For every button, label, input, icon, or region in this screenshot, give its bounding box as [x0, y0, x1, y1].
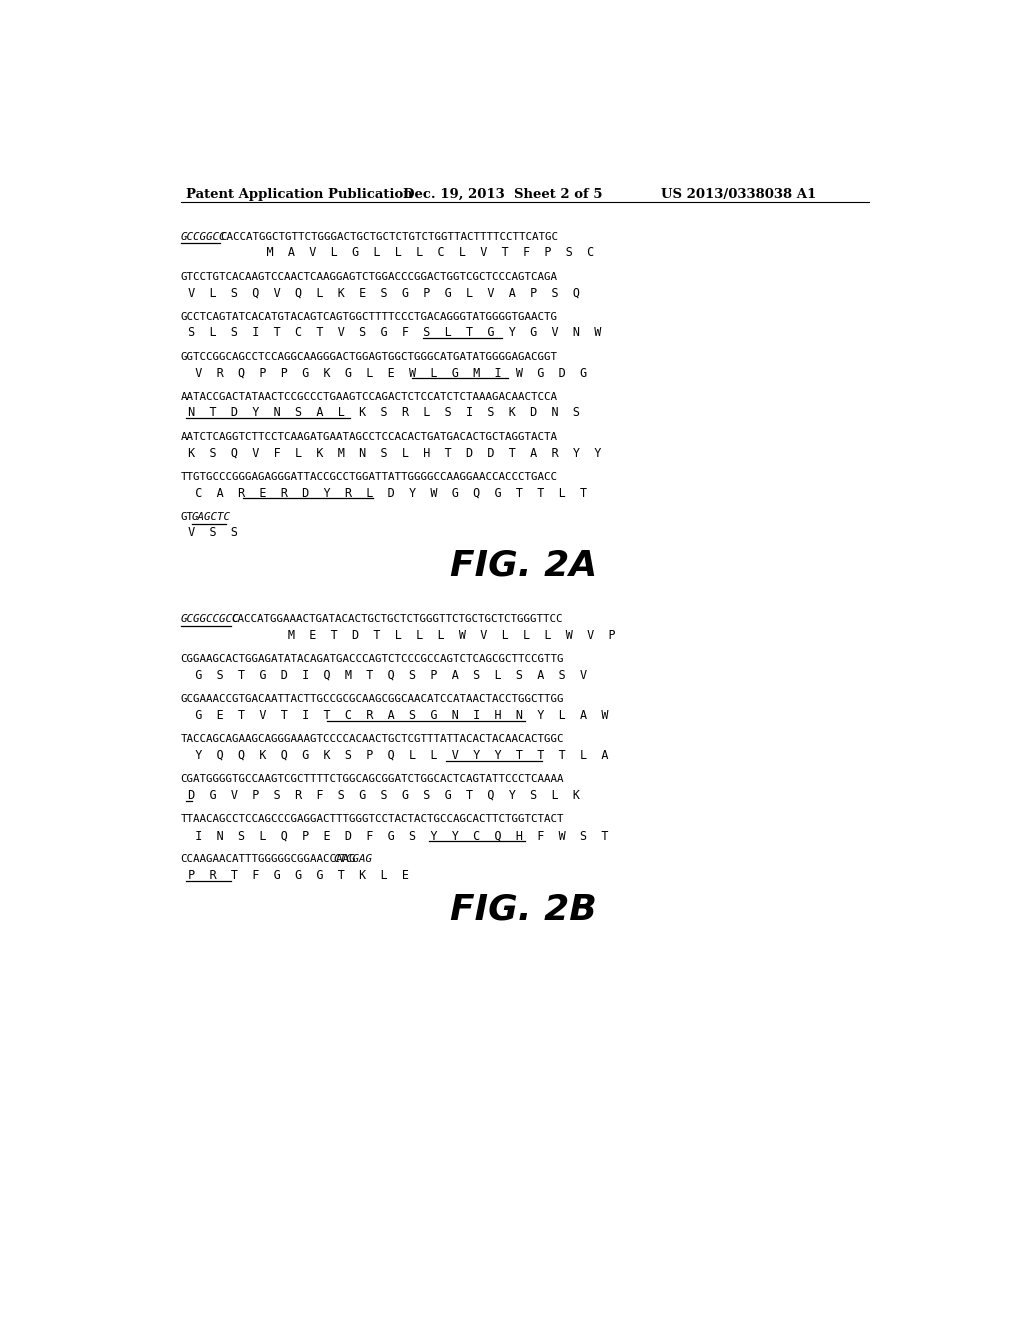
Text: N  T  D  Y  N  S  A  L  K  S  R  L  S  I  S  K  D  N  S: N T D Y N S A L K S R L S I S K D N S	[180, 407, 580, 420]
Text: GGTCCGGCAGCCTCCAGGCAAGGGACTGGAGTGGCTGGGCATGATATGGGGAGACGGT: GGTCCGGCAGCCTCCAGGCAAGGGACTGGAGTGGCTGGGC…	[180, 351, 558, 362]
Text: D  G  V  P  S  R  F  S  G  S  G  S  G  T  Q  Y  S  L  K: D G V P S R F S G S G S G T Q Y S L K	[180, 789, 580, 803]
Text: Y  Q  Q  K  Q  G  K  S  P  Q  L  L  V  Y  Y  T  T  T  L  A: Y Q Q K Q G K S P Q L L V Y Y T T T L A	[180, 748, 608, 762]
Text: CACCATGGAAACTGATACACTGCTGCTCTGGGTTCTGCTGCTCTGGGTTCC: CACCATGGAAACTGATACACTGCTGCTCTGGGTTCTGCTG…	[231, 614, 563, 624]
Text: C  A  R  E  R  D  Y  R  L  D  Y  W  G  Q  G  T  T  L  T: C A R E R D Y R L D Y W G Q G T T L T	[180, 487, 587, 499]
Text: Dec. 19, 2013  Sheet 2 of 5: Dec. 19, 2013 Sheet 2 of 5	[403, 187, 603, 201]
Text: TACCAGCAGAAGCAGGGAAAGTCCCCACAACTGCTCGTTTATTACACTACAACACTGGC: TACCAGCAGAAGCAGGGAAAGTCCCCACAACTGCTCGTTT…	[180, 734, 564, 744]
Text: M  A  V  L  G  L  L  L  C  L  V  T  F  P  S  C: M A V L G L L L C L V T F P S C	[180, 246, 594, 259]
Text: G  E  T  V  T  I  T  C  R  A  S  G  N  I  H  N  Y  L  A  W: G E T V T I T C R A S G N I H N Y L A W	[180, 709, 608, 722]
Text: CCAAGAACATTTGGGGGCGGAACCAAG: CCAAGAACATTTGGGGGCGGAACCAAG	[180, 854, 356, 865]
Text: K  S  Q  V  F  L  K  M  N  S  L  H  T  D  D  T  A  R  Y  Y: K S Q V F L K M N S L H T D D T A R Y Y	[180, 446, 601, 459]
Text: GCGAAACCGTGACAATTACTTGCCGCGCAAGCGGCAACATCCATAACTACCTGGCTTGG: GCGAAACCGTGACAATTACTTGCCGCGCAAGCGGCAACAT…	[180, 694, 564, 705]
Text: P  R  T  F  G  G  G  T  K  L  E: P R T F G G G T K L E	[180, 869, 409, 882]
Text: G  S  T  G  D  I  Q  M  T  Q  S  P  A  S  L  S  A  S  V: G S T G D I Q M T Q S P A S L S A S V	[180, 669, 587, 682]
Text: TTGTGCCCGGGAGAGGGATTACCGCCTGGATTATTGGGGCCAAGGAACCACCCTGACC: TTGTGCCCGGGAGAGGGATTACCGCCTGGATTATTGGGGC…	[180, 471, 558, 482]
Text: TTAACAGCCTCCAGCCCGAGGACTTTGGGTCCTACTACTGCCAGCACTTCTGGTCTACT: TTAACAGCCTCCAGCCCGAGGACTTTGGGTCCTACTACTG…	[180, 814, 564, 825]
Text: GT: GT	[180, 512, 194, 521]
Text: M  E  T  D  T  L  L  L  W  V  L  L  L  W  V  P: M E T D T L L L W V L L L W V P	[180, 628, 615, 642]
Text: GCCGGCC: GCCGGCC	[180, 231, 226, 242]
Text: GCCTCAGTATCACATGTACAGTCAGTGGCTTTTCCCTGACAGGGTATGGGGTGAACTG: GCCTCAGTATCACATGTACAGTCAGTGGCTTTTCCCTGAC…	[180, 312, 558, 322]
Text: GCGGCCGCC: GCGGCCGCC	[180, 614, 240, 624]
Text: GAGCTC: GAGCTC	[191, 512, 231, 521]
Text: AATACCGACTATAACTCCGCCCTGAAGTCCAGACTCTCCATCTCTAAAGACAACTCCA: AATACCGACTATAACTCCGCCCTGAAGTCCAGACTCTCCA…	[180, 392, 558, 401]
Text: V  S  S: V S S	[180, 527, 238, 540]
Text: S  L  S  I  T  C  T  V  S  G  F  S  L  T  G  Y  G  V  N  W: S L S I T C T V S G F S L T G Y G V N W	[180, 326, 601, 339]
Text: V  R  Q  P  P  G  K  G  L  E  W  L  G  M  I  W  G  D  G: V R Q P P G K G L E W L G M I W G D G	[180, 367, 587, 379]
Text: US 2013/0338038 A1: US 2013/0338038 A1	[662, 187, 816, 201]
Text: Patent Application Publication: Patent Application Publication	[186, 187, 413, 201]
Text: GTCCTGTCACAAGTCCAACTCAAGGAGTCTGGACCCGGACTGGTCGCTCCCAGTCAGA: GTCCTGTCACAAGTCCAACTCAAGGAGTCTGGACCCGGAC…	[180, 272, 558, 281]
Text: FIG. 2A: FIG. 2A	[450, 549, 597, 583]
Text: CACCATGGCTGTTCTGGGACTGCTGCTCTGTCTGGTTACTTTTCCTTCATGC: CACCATGGCTGTTCTGGGACTGCTGCTCTGTCTGGTTACT…	[220, 231, 558, 242]
Text: V  L  S  Q  V  Q  L  K  E  S  G  P  G  L  V  A  P  S  Q: V L S Q V Q L K E S G P G L V A P S Q	[180, 286, 580, 300]
Text: AATCTCAGGTCTTCCTCAAGATGAATAGCCTCCACACTGATGACACTGCTAGGTACTA: AATCTCAGGTCTTCCTCAAGATGAATAGCCTCCACACTGA…	[180, 432, 558, 442]
Text: I  N  S  L  Q  P  E  D  F  G  S  Y  Y  C  Q  H  F  W  S  T: I N S L Q P E D F G S Y Y C Q H F W S T	[180, 829, 608, 842]
Text: FIG. 2B: FIG. 2B	[450, 892, 597, 927]
Text: CTCGAG: CTCGAG	[333, 854, 372, 865]
Text: CGATGGGGTGCCAAGTCGCTTTTCTGGCAGCGGATCTGGCACTCAGTATTCCCTCAAAA: CGATGGGGTGCCAAGTCGCTTTTCTGGCAGCGGATCTGGC…	[180, 775, 564, 784]
Text: CGGAAGCACTGGAGATATACAGATGACCCAGTCTCCCGCCAGTCTCAGCGCTTCCGTTG: CGGAAGCACTGGAGATATACAGATGACCCAGTCTCCCGCC…	[180, 655, 564, 664]
